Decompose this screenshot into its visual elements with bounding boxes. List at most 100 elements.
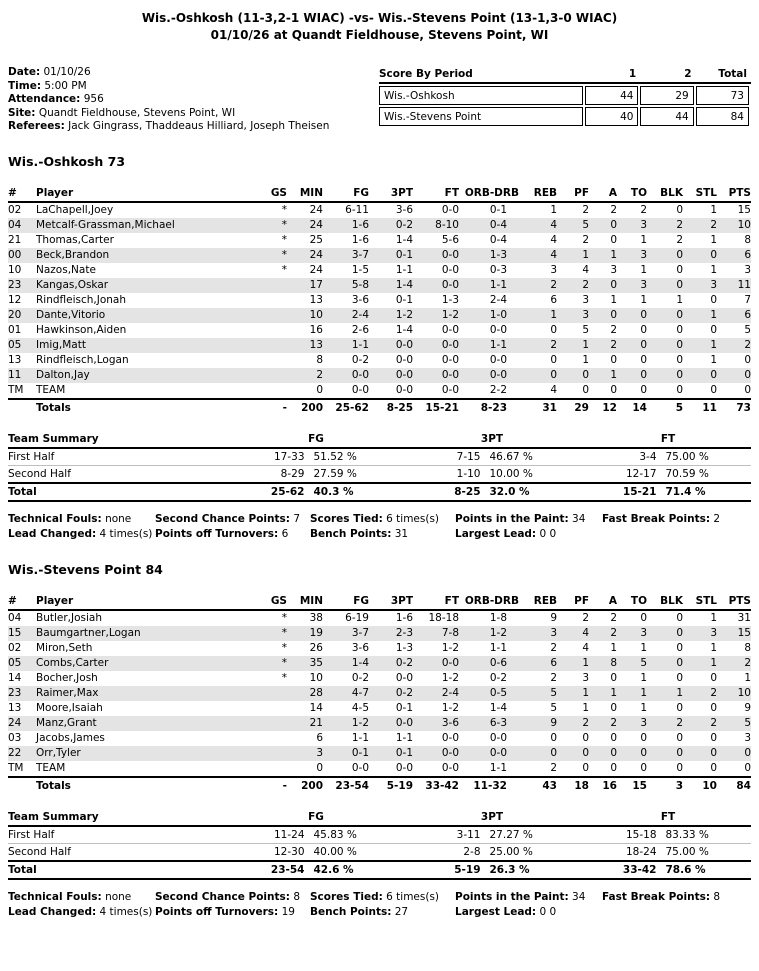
player-min: 24 [309,219,323,231]
summary-ft: 15-21 71.4 % [585,481,751,502]
player-fg: 0-0 [351,762,369,774]
misc-stat-label: Lead Changed: [8,905,97,918]
player-reb: 6 [550,294,557,306]
player-assists: 0 [610,702,617,714]
player-assists: 0 [610,354,617,366]
player-name: TEAM [36,762,66,774]
player-name: TEAM [36,384,66,396]
player-points: 11 [737,279,751,291]
player-steals: 0 [710,249,717,261]
player-blocks: 0 [676,279,683,291]
player-name: Beck,Brandon [36,249,110,261]
summary-row: First Half 17-33 51.52 % 7-15 46.67 % 3-4 7… [8,447,751,466]
player-ft: 1-3 [441,294,459,306]
player-3pt: 3-6 [395,204,413,216]
player-points: 0 [744,762,751,774]
misc-stat-item: Largest Lead: 0 0 [455,527,602,542]
player-min: 19 [309,627,323,639]
summary-fg: 23-54 42.6 % [233,859,399,880]
player-ft: 0-0 [441,369,459,381]
player-3pt: 0-0 [395,369,413,381]
player-reb: 2 [550,279,557,291]
summary-row-label: First Half [8,825,233,844]
player-assists: 2 [610,612,617,624]
player-number: 11 [8,369,22,381]
misc-stat-label: Technical Fouls: [8,512,102,525]
player-number: 03 [8,732,22,744]
totals-assists: 12 [589,397,617,417]
misc-stat-value: none [105,890,132,903]
player-pf: 5 [582,324,589,336]
player-3pt: 0-0 [395,339,413,351]
player-name: Rindfleisch,Jonah [36,294,127,306]
player-assists: 2 [610,204,617,216]
player-ft: 0-0 [441,249,459,261]
player-row: 02 LaChapell,Joey * 24 6-11 3-6 0-0 0-1 … [8,202,751,218]
summary-3pt-made-att: 2-8 [463,845,481,858]
player-pf: 2 [582,717,589,729]
score-period-1-value: 40 [585,107,639,126]
game-info-value: Jack Gingrass, Thaddeaus Hilliard, Josep… [68,120,330,132]
player-row: 02 Miron,Seth * 26 3-6 1-3 1-2 1-1 2 4 1… [8,641,751,656]
player-ft: 0-0 [441,324,459,336]
player-ft: 0-0 [441,384,459,396]
totals-label: Totals [36,397,259,417]
player-assists: 0 [610,234,617,246]
col-header-a: A [589,589,617,611]
totals-orb-drb: 8-23 [459,397,519,417]
player-pf: 3 [582,672,589,684]
player-min: 8 [316,354,323,366]
player-name: Nazos,Nate [36,264,96,276]
player-assists: 0 [610,762,617,774]
summary-ft-made-att: 15-18 [625,828,657,841]
player-fg: 5-8 [351,279,369,291]
player-3pt: 0-1 [395,249,413,261]
player-turnovers: 1 [640,234,647,246]
player-fg: 6-19 [345,612,369,624]
player-gs [259,746,287,761]
player-pf: 1 [582,354,589,366]
summary-ft-pct: 78.6 % [665,863,706,876]
score-header-period-1: 1 [628,68,637,80]
player-number: 21 [8,234,22,246]
col-header-player: Player [36,181,259,203]
summary-ft: 15-18 83.33 % [585,825,751,844]
col-header-pts: PTS [717,181,751,203]
player-blocks: 0 [676,384,683,396]
score-row: Wis.-Stevens Point 40 44 84 [379,107,749,126]
player-number: TM [8,762,24,774]
player-turnovers: 0 [640,612,647,624]
summary-3pt-made-att: 8-25 [454,485,481,498]
player-fg: 1-1 [351,339,369,351]
player-row: 13 Moore,Isaiah 14 4-5 0-1 1-2 1-4 5 1 0… [8,701,751,716]
summary-ft-pct: 75.00 % [665,845,709,858]
player-points: 8 [744,234,751,246]
summary-fg-pct: 27.59 % [313,467,357,480]
player-min: 16 [309,324,323,336]
player-pf: 4 [582,642,589,654]
player-3pt: 0-1 [395,702,413,714]
summary-fg-pct: 42.6 % [313,863,354,876]
player-reb: 0 [550,747,557,759]
summary-3pt: 7-15 46.67 % [399,447,585,466]
player-row: 21 Thomas,Carter * 25 1-6 1-4 5-6 0-4 4 … [8,233,751,248]
player-row: 12 Rindfleisch,Jonah 13 3-6 0-1 1-3 2-4 … [8,293,751,308]
player-pf: 1 [582,249,589,261]
totals-min: 200 [287,775,323,795]
player-turnovers: 0 [640,384,647,396]
player-gs [259,701,287,716]
player-blocks: 0 [676,657,683,669]
player-pf: 0 [582,762,589,774]
player-steals: 2 [710,717,717,729]
player-orb-drb: 1-8 [489,612,507,624]
player-turnovers: 3 [640,717,647,729]
misc-stat-item: Fast Break Points: 2 [602,512,751,527]
player-blocks: 0 [676,732,683,744]
player-row: 24 Manz,Grant 21 1-2 0-0 3-6 6-3 9 2 2 3… [8,715,751,731]
misc-stat-value: 34 [572,890,586,903]
player-orb-drb: 0-2 [489,672,507,684]
player-pf: 3 [582,309,589,321]
player-fg: 0-1 [351,747,369,759]
player-pf: 0 [582,732,589,744]
misc-stat-label: Fast Break Points: [602,512,711,525]
